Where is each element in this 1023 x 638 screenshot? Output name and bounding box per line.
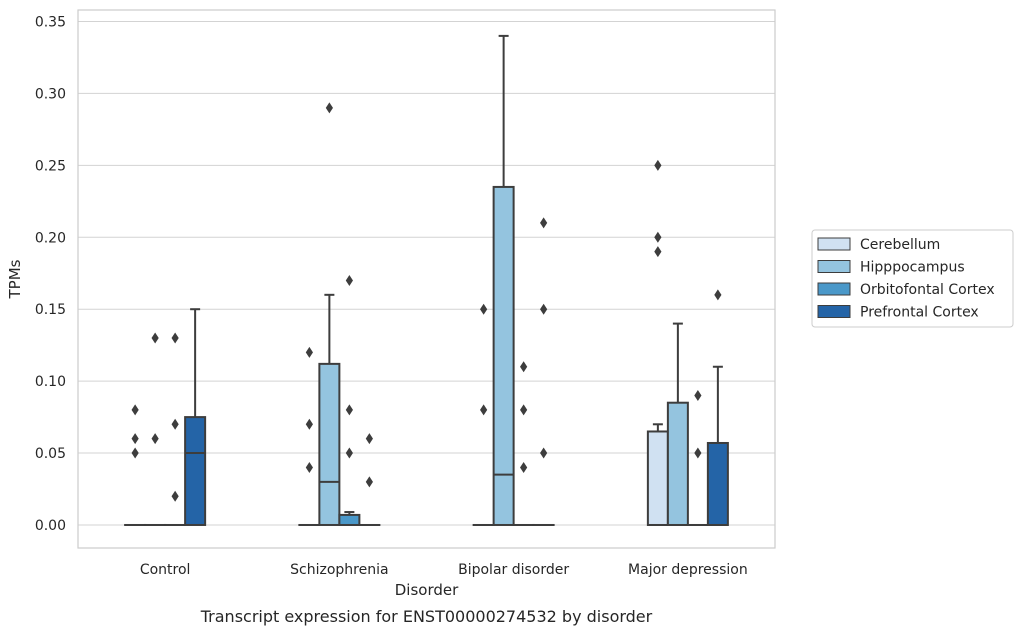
- legend-swatch: [818, 261, 850, 273]
- outlier-point: [346, 448, 353, 459]
- outlier-point: [714, 289, 721, 300]
- x-tick-label: Major depression: [628, 562, 748, 578]
- y-tick-label: 0.15: [35, 302, 66, 318]
- outlier-point: [540, 217, 547, 228]
- outlier-point: [480, 304, 487, 315]
- outlier-point: [520, 462, 527, 473]
- outlier-point: [152, 433, 159, 444]
- box: [319, 364, 339, 525]
- box: [668, 403, 688, 525]
- box-group: [145, 332, 165, 525]
- box: [339, 515, 359, 525]
- y-tick-label: 0.00: [35, 518, 66, 534]
- box-group: [474, 304, 494, 525]
- legend-swatch: [818, 306, 850, 318]
- outlier-point: [694, 390, 701, 401]
- tick-labels: 0.00 0.05 0.10 0.15 0.20 0.25 0.30 0.35 Control S…: [35, 15, 748, 578]
- outlier-point: [654, 160, 661, 171]
- y-tick-label: 0.20: [35, 230, 66, 246]
- outlier-point: [152, 332, 159, 343]
- outlier-point: [480, 404, 487, 415]
- outlier-point: [306, 347, 313, 358]
- box: [185, 417, 205, 525]
- outlier-point: [306, 462, 313, 473]
- box-group: [165, 332, 185, 525]
- box: [648, 431, 668, 525]
- outlier-point: [172, 491, 179, 502]
- box-group: [688, 390, 708, 525]
- outlier-point: [654, 246, 661, 257]
- outlier-point: [694, 448, 701, 459]
- box-group: [534, 217, 554, 525]
- outlier-point: [172, 419, 179, 430]
- y-tick-label: 0.30: [35, 86, 66, 102]
- box-plots: [125, 36, 728, 525]
- box-group: [185, 309, 205, 525]
- outlier-point: [366, 433, 373, 444]
- box-group: [668, 324, 688, 525]
- legend-label: Orbitofontal Cortex: [860, 282, 995, 298]
- legend-swatch: [818, 238, 850, 250]
- box: [708, 443, 728, 525]
- box-group: [359, 433, 379, 525]
- outlier-point: [540, 448, 547, 459]
- box-group: [339, 275, 359, 525]
- outlier-point: [346, 275, 353, 286]
- outlier-point: [346, 404, 353, 415]
- outlier-point: [366, 476, 373, 487]
- outlier-point: [520, 404, 527, 415]
- legend-label: Prefrontal Cortex: [860, 305, 979, 321]
- outlier-point: [172, 332, 179, 343]
- box-group: [125, 404, 145, 525]
- legend-label: Hipppocampus: [860, 260, 965, 276]
- outlier-point: [540, 304, 547, 315]
- figure-caption: Transcript expression for ENST0000027453…: [200, 607, 653, 626]
- box-group: [514, 361, 534, 525]
- x-tick-label: Control: [140, 562, 191, 578]
- outlier-point: [520, 361, 527, 372]
- outlier-point: [132, 404, 139, 415]
- box-group: [299, 347, 319, 525]
- y-tick-label: 0.05: [35, 446, 66, 462]
- outlier-point: [326, 102, 333, 113]
- legend: Cerebellum Hipppocampus Orbitofontal Corte…: [812, 230, 1013, 327]
- box-group: [494, 36, 514, 525]
- x-axis-label: Disorder: [395, 581, 459, 599]
- y-axis-label: TPMs: [6, 259, 24, 299]
- outlier-point: [654, 232, 661, 243]
- legend-label: Cerebellum: [860, 237, 940, 253]
- outlier-point: [306, 419, 313, 430]
- y-tick-label: 0.25: [35, 158, 66, 174]
- legend-swatch: [818, 283, 850, 295]
- y-tick-label: 0.35: [35, 15, 66, 31]
- outlier-point: [132, 433, 139, 444]
- y-tick-label: 0.10: [35, 374, 66, 390]
- x-tick-label: Schizophrenia: [290, 562, 388, 578]
- x-tick-label: Bipolar disorder: [458, 562, 569, 578]
- outlier-point: [132, 448, 139, 459]
- box-group: [708, 289, 728, 525]
- box-group: [648, 160, 668, 525]
